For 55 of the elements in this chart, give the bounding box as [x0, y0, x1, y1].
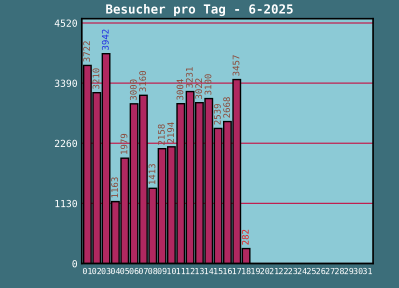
data-label: 3231 — [186, 67, 193, 88]
data-label: 2194 — [167, 122, 174, 143]
data-label: 2158 — [158, 124, 165, 145]
data-label: 3210 — [92, 68, 100, 89]
x-tick-label: 27 — [326, 268, 335, 274]
y-tick-label: 3390 — [54, 80, 77, 87]
x-tick-label: 26 — [316, 268, 326, 274]
x-tick-label: 04 — [110, 268, 120, 274]
data-label: 3722 — [83, 41, 90, 62]
x-tick-label: 16 — [223, 268, 232, 274]
x-tick-label: 02 — [92, 268, 102, 274]
x-tick-label: 08 — [148, 268, 158, 274]
x-tick-label: 14 — [204, 268, 214, 274]
x-tick-label: 09 — [158, 268, 167, 274]
data-label: 2539 — [214, 104, 221, 125]
x-tick-label: 28 — [335, 268, 344, 274]
data-label: 1979 — [120, 134, 128, 154]
x-tick-label: 10 — [167, 268, 176, 274]
x-tick-label: 19 — [251, 268, 260, 274]
data-label: 3004 — [176, 79, 184, 100]
x-tick-label: 01 — [82, 268, 92, 274]
data-label: 3000 — [130, 80, 137, 100]
x-tick-label: 12 — [186, 268, 194, 274]
data-label: 3022 — [195, 78, 202, 99]
x-tick-label: 15 — [214, 268, 222, 274]
x-tick-label: 25 — [307, 268, 316, 274]
x-tick-label: 21 — [270, 268, 279, 274]
x-tick-label: 23 — [288, 268, 298, 274]
data-label: 3100 — [204, 74, 212, 95]
chart-title: Besucher pro Tag - 6-2025 — [106, 4, 293, 16]
data-label: 3160 — [139, 71, 146, 92]
x-tick-label: 05 — [120, 268, 130, 274]
data-label: 1413 — [148, 164, 156, 184]
x-tick-label: 30 — [354, 268, 363, 274]
data-label: 2668 — [223, 97, 230, 118]
x-tick-label: 07 — [138, 268, 148, 274]
y-tick-label: 2260 — [54, 140, 77, 148]
data-label: 1163 — [111, 177, 118, 198]
data-label: 282 — [242, 230, 249, 245]
x-tick-label: 31 — [363, 268, 372, 274]
data-label: 3942 — [102, 30, 109, 50]
x-tick-label: 29 — [344, 268, 354, 274]
y-tick-label: 0 — [72, 260, 77, 268]
x-tick-label: 03 — [102, 268, 110, 274]
x-tick-label: 17 — [232, 268, 242, 274]
x-tick-label: 11 — [176, 268, 186, 274]
x-tick-label: 22 — [279, 268, 288, 274]
x-tick-label: 18 — [242, 268, 251, 274]
y-tick-label: 1130 — [55, 200, 77, 208]
y-tick-label: 4520 — [54, 19, 77, 27]
x-tick-label: 13 — [195, 268, 204, 274]
x-tick-label: 06 — [130, 268, 139, 274]
x-tick-label: 24 — [298, 268, 307, 274]
data-label: 3457 — [232, 55, 240, 76]
x-tick-label: 20 — [260, 268, 270, 274]
